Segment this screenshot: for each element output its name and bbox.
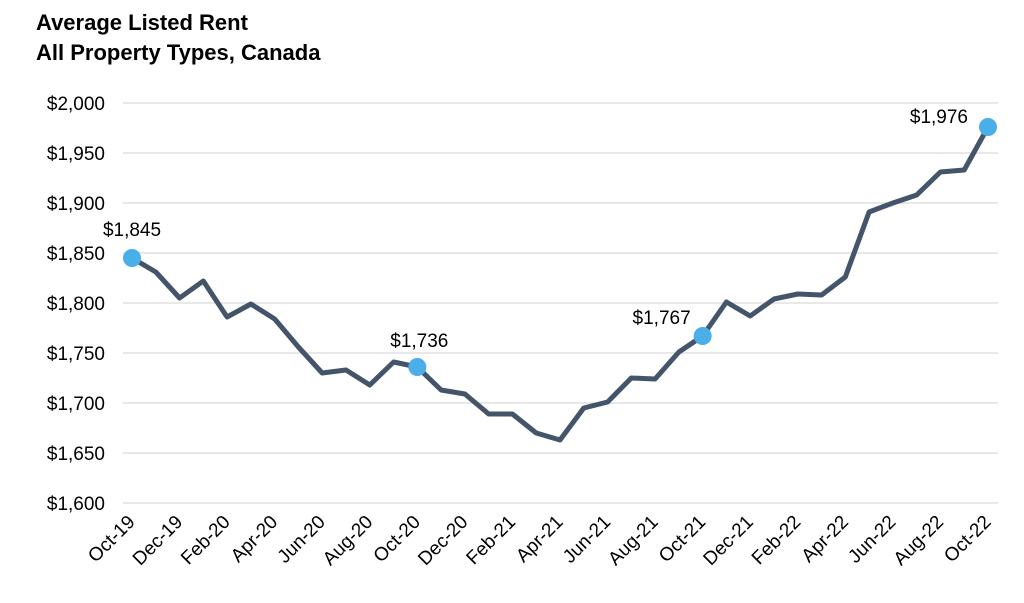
highlight-points: [123, 118, 997, 376]
y-tick-label: $1,750: [47, 344, 105, 365]
y-tick-label: $1,600: [47, 494, 105, 515]
x-tick-label: Aug-21: [604, 512, 662, 570]
x-tick-label: Apr-21: [512, 512, 567, 567]
x-tick-label: Feb-22: [748, 512, 805, 569]
x-tick-label: Jun-20: [274, 512, 330, 568]
data-labels: $1,845 $1,736 $1,767 $1,976: [103, 107, 968, 352]
x-tick-label: Jun-21: [559, 512, 615, 568]
highlight-point: [693, 327, 712, 345]
highlight-point: [408, 358, 427, 376]
y-tick-label: $2,000: [47, 94, 105, 115]
chart-title-block: Average Listed Rent All Property Types, …: [36, 8, 320, 68]
data-label: $1,976: [910, 107, 968, 128]
x-tick-label: Dec-19: [129, 512, 187, 570]
y-tick-label: $1,800: [47, 294, 105, 315]
x-tick-label: Apr-22: [798, 512, 853, 567]
x-tick-label: Feb-21: [463, 512, 520, 569]
highlight-point: [123, 249, 141, 267]
chart-subtitle: All Property Types, Canada: [36, 40, 321, 65]
x-tick-label: Apr-20: [227, 512, 282, 567]
y-tick-label: $1,900: [47, 194, 105, 215]
y-axis-ticks: $1,600 $1,650 $1,700 $1,750 $1,800 $1,850 $1,9…: [47, 94, 105, 515]
y-tick-label: $1,950: [47, 144, 105, 165]
series-layer: [129, 124, 991, 443]
y-tick-label: $1,850: [47, 244, 105, 265]
x-tick-label: Dec-20: [414, 512, 472, 570]
x-tick-label: Feb-20: [177, 512, 234, 569]
highlight-point: [979, 118, 997, 136]
x-tick-label: Jun-22: [844, 512, 900, 568]
x-axis-ticks: Oct-19Dec-19Feb-20Apr-20Jun-20Aug-20Oct-…: [84, 512, 995, 570]
gridlines: [123, 102, 998, 504]
y-tick-label: $1,700: [47, 394, 105, 415]
x-tick-label: Aug-22: [890, 512, 948, 570]
data-label: $1,736: [390, 331, 448, 352]
x-tick-label: Aug-20: [319, 512, 377, 570]
x-tick-label: Dec-21: [700, 512, 758, 570]
data-label: $1,767: [633, 308, 691, 329]
x-tick-label: Oct-22: [940, 512, 995, 567]
data-label: $1,845: [103, 220, 161, 241]
chart-title: Average Listed Rent: [36, 10, 248, 35]
y-tick-label: $1,650: [47, 444, 105, 465]
series-line: [129, 124, 991, 443]
